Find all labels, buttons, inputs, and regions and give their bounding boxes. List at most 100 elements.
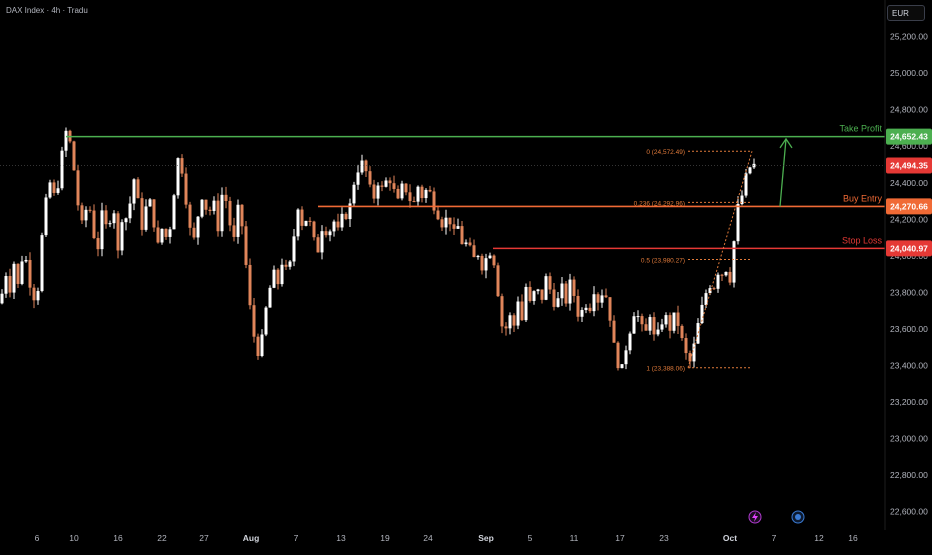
level-label: Buy Entry (843, 193, 883, 203)
fibonacci-retracement: 0 (24,572.49) 0.236 (24,292.96) 0.5 (23,98… (634, 149, 753, 373)
time-tick-label: 23 (659, 533, 669, 543)
candle-body (528, 286, 532, 301)
candle-body (516, 301, 520, 326)
candle-body (660, 324, 664, 330)
arrow-head (779, 137, 793, 149)
candle-body (264, 307, 268, 335)
candle-body (332, 221, 336, 232)
candle-body (644, 324, 648, 331)
event-icons[interactable] (748, 510, 805, 524)
candle-body (240, 204, 244, 227)
candle-body (28, 259, 32, 288)
candle-body (640, 316, 644, 325)
candle-body (432, 191, 436, 211)
candle-body (244, 226, 248, 265)
candle-body (664, 315, 668, 325)
candle-body (592, 294, 596, 312)
time-tick-label: Sep (478, 533, 494, 543)
candle-body (4, 276, 8, 294)
candle-body (20, 261, 24, 284)
target-arrow (779, 137, 793, 207)
candle-body (24, 259, 28, 262)
candle-body (120, 222, 124, 251)
candle-body (336, 221, 340, 228)
candle-body (604, 295, 608, 298)
candle-body (232, 225, 236, 237)
candle-body (100, 210, 104, 250)
candle-body (600, 295, 604, 303)
candle-body (564, 283, 568, 304)
candle-body (680, 325, 684, 339)
candle-body (44, 197, 48, 236)
time-axis[interactable]: 6 10 16 22 27 Aug 7 13 19 24 Sep 5 11 17 23 Oct 7 12 16 (35, 533, 858, 543)
candle-body (252, 305, 256, 337)
candle-body (376, 185, 380, 199)
candle-body (404, 183, 408, 193)
candle-body (88, 209, 92, 211)
candle-body (676, 312, 680, 326)
candle-body (348, 203, 352, 220)
candle-body (716, 274, 720, 289)
candle-body (412, 201, 416, 203)
candle-body (400, 183, 404, 199)
candle-body (300, 209, 304, 226)
candle-body (256, 336, 260, 357)
time-tick-label: 27 (199, 533, 209, 543)
candle-body (436, 210, 440, 220)
candle-body (580, 310, 584, 317)
candle-body (588, 307, 592, 312)
fib-level-label: 0.5 (23,980.27) (641, 257, 685, 264)
candle-body (0, 293, 4, 304)
chart-title: DAX Index · 4h · Tradu (6, 6, 88, 15)
arrow-shaft (779, 138, 787, 207)
candle-body (176, 158, 180, 196)
candle-body (560, 283, 564, 299)
candle-body (464, 242, 468, 245)
candle-body (52, 182, 56, 193)
candle-body (624, 350, 628, 365)
time-tick-label: 16 (848, 533, 858, 543)
currency-button[interactable]: EUR (887, 5, 925, 21)
candle-body (224, 194, 228, 201)
candle-body (228, 200, 232, 226)
candle-body (484, 258, 488, 271)
candle-body (216, 200, 220, 232)
candle-body (372, 184, 376, 199)
candle-body (60, 150, 64, 189)
candle-body (740, 195, 744, 205)
candle-body (260, 334, 264, 357)
candle-body (236, 204, 240, 237)
candle-body (380, 185, 384, 187)
candle-body (48, 182, 52, 198)
price-tick-label: 23,600.00 (890, 324, 928, 334)
candle-body (272, 269, 276, 288)
candle-body (8, 276, 12, 293)
candle-body (208, 209, 212, 211)
candle-body (656, 329, 660, 335)
candle-body (692, 343, 696, 362)
candle-body (108, 223, 112, 225)
fib-level-label: 0 (24,572.49) (646, 149, 685, 156)
candle-body (584, 307, 588, 311)
candle-body (608, 297, 612, 321)
candle-body (84, 209, 88, 221)
candle-body (720, 274, 724, 276)
candle-body (512, 315, 516, 326)
candle-body (396, 188, 400, 199)
candle-body (568, 279, 572, 304)
candle-body (668, 315, 672, 331)
time-tick-label: 19 (380, 533, 390, 543)
candle-body (708, 288, 712, 294)
candle-body (520, 301, 524, 321)
time-tick-label: 17 (615, 533, 625, 543)
price-tick-label: 24,400.00 (890, 178, 928, 188)
candle-body (248, 264, 252, 306)
candle-body (620, 364, 624, 369)
candle-body (344, 213, 348, 220)
candle-body (196, 216, 200, 238)
candle-body (524, 286, 528, 321)
candle-body (444, 217, 448, 228)
candle-body (12, 263, 16, 293)
